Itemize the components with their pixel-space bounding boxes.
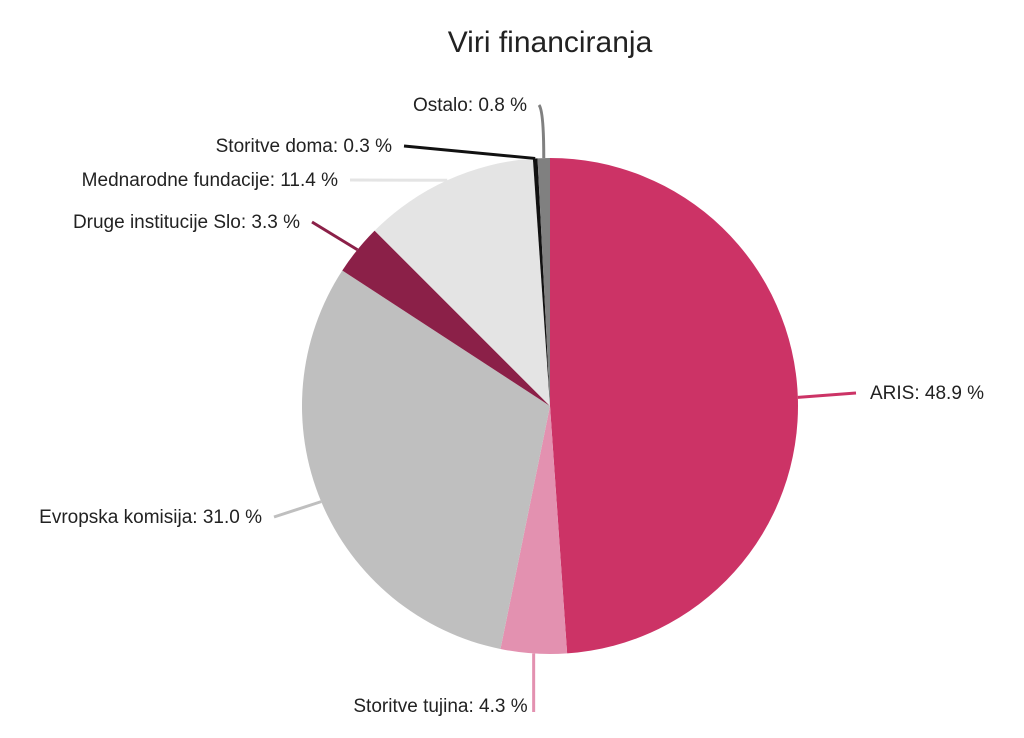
- slice-storitve-tujina: [500, 406, 568, 654]
- slice-labels: ARIS: 48.9 % Storitve tujina: 4.3 % Evrops…: [39, 95, 984, 717]
- leader-druge-institucije-slo: [311, 220, 359, 252]
- slice-mednarodne-fundacije: [374, 158, 550, 406]
- label-mednarodne-fundacije: Mednarodne fundacije: 11.4 %: [82, 170, 338, 191]
- slice-aris: [550, 158, 798, 654]
- label-druge-institucije-slo: Druge institucije Slo: 3.3 %: [73, 212, 300, 233]
- leader-lines: [273, 104, 857, 712]
- label-storitve-tujina: Storitve tujina: 4.3 %: [353, 696, 527, 717]
- leader-aris: [797, 391, 857, 399]
- slice-ostalo: [537, 158, 550, 406]
- slice-evropska-komisija: [302, 270, 550, 650]
- label-evropska-komisija: Evropska komisija: 31.0 %: [39, 507, 262, 528]
- leader-storitve-doma: [403, 144, 536, 160]
- slice-druge-institucije-slo: [342, 230, 550, 406]
- label-ostalo: Ostalo: 0.8 %: [413, 95, 527, 116]
- pie-slices: [302, 158, 798, 654]
- chart-title: Viri financiranja: [448, 26, 653, 59]
- label-aris: ARIS: 48.9 %: [870, 383, 984, 404]
- leader-evropska-komisija: [273, 500, 322, 519]
- slice-storitve-doma: [532, 158, 550, 406]
- leader-ostalo: [537, 104, 546, 159]
- label-storitve-doma: Storitve doma: 0.3 %: [216, 136, 392, 157]
